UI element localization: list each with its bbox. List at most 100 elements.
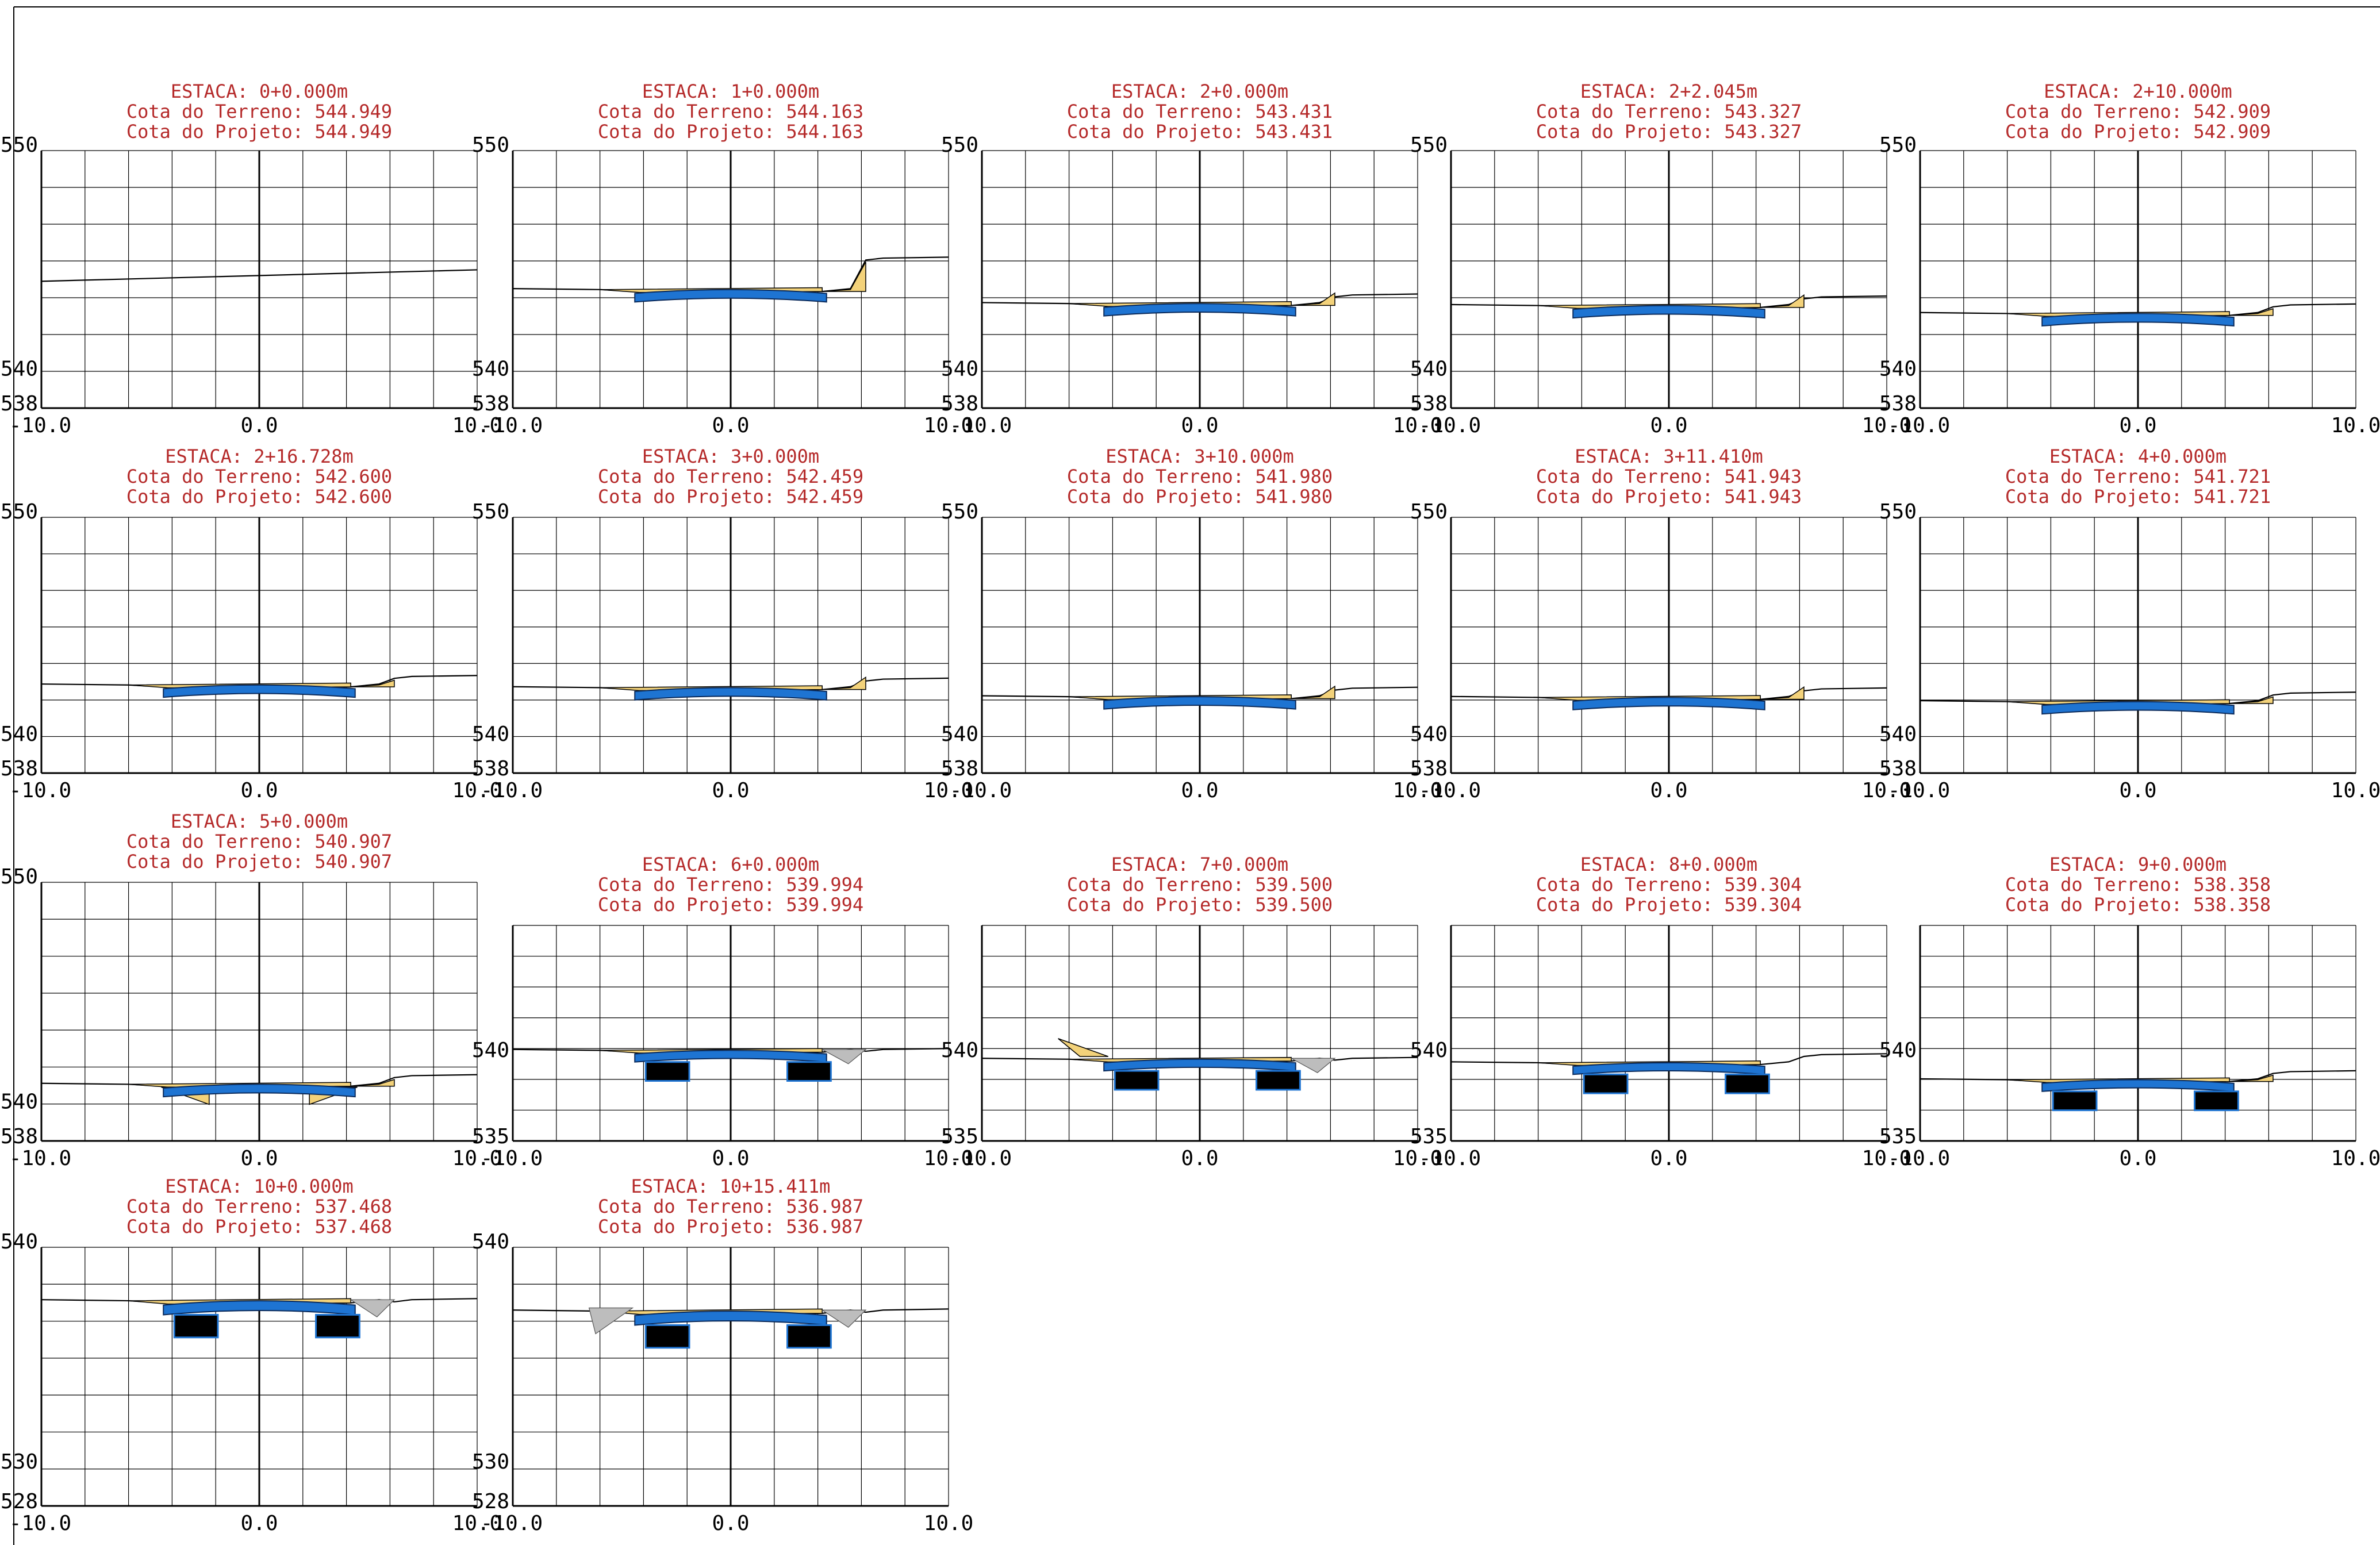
x-label-left: -10.0 [950,1147,1012,1170]
x-label-center: 0.0 [240,779,278,802]
estaca-label: ESTACA: 9+0.000m [2049,854,2227,875]
y-bottom-label: 535 [1410,1125,1448,1148]
cota-terreno-label: Cota do Terreno: 537.468 [126,1196,392,1217]
cota-projeto-label: Cota do Projeto: 544.163 [598,121,863,143]
cota-terreno-label: Cota do Terreno: 536.987 [598,1196,863,1217]
x-label-right: 10.0 [1862,414,1912,437]
right-fill [2229,1074,2274,1082]
y-mid-label: 540 [941,1039,978,1062]
estaca-label: ESTACA: 4+0.000m [2049,445,2227,467]
y-top-label: 540 [472,1230,509,1254]
drainage-box-left [1583,1073,1629,1094]
drainage-box-right [786,1061,832,1082]
drainage-box-left [1114,1070,1160,1091]
right-cut [350,1299,396,1317]
right-fill [351,1079,395,1087]
estaca-label: ESTACA: 3+10.000m [1105,445,1294,467]
estaca-label: ESTACA: 10+0.000m [165,1175,354,1197]
cota-terreno-label: Cota do Terreno: 539.994 [598,874,863,896]
pavement [1572,305,1765,319]
right-cut [822,1049,867,1064]
x-label-right: 10.0 [924,1512,974,1535]
x-label-center: 0.0 [1650,1147,1687,1170]
left-fill [1058,1038,1109,1057]
drainage-box-right [1256,1070,1301,1091]
y-top-label: 550 [472,500,509,524]
cota-terreno-label: Cota do Terreno: 538.358 [2005,874,2271,896]
y-bottom-label: 538 [1410,392,1448,416]
y-bottom-label: 538 [941,757,978,781]
y-mid-label: 540 [472,1039,509,1062]
drainage-box-right [1725,1073,1770,1094]
right-fill [822,262,866,292]
y-bottom-label: 538 [1879,392,1917,416]
y-bottom-label: 538 [1,392,38,416]
y-bottom-label: 538 [1,1125,38,1148]
cota-terreno-label: Cota do Terreno: 539.500 [1067,874,1333,896]
right-fill [1291,292,1335,306]
x-label-right: 10.0 [2331,414,2380,437]
y-mid-label: 540 [1,358,38,381]
pavement [163,1083,356,1098]
x-label-left: -10.0 [1419,1147,1481,1170]
y-mid-label: 540 [1879,722,1917,746]
cota-projeto-label: Cota do Projeto: 543.431 [1067,121,1333,143]
estaca-label: ESTACA: 1+0.000m [642,80,819,102]
x-label-left: -10.0 [1888,779,1950,802]
cota-projeto-label: Cota do Projeto: 539.304 [1536,894,1802,916]
x-label-center: 0.0 [712,1512,749,1535]
right-fill [822,676,866,690]
y-bottom-label: 535 [941,1125,978,1148]
y-bottom-label: 528 [472,1490,509,1513]
x-label-right: 10.0 [452,1147,502,1170]
y-top-label: 550 [1,133,38,157]
x-label-right: 10.0 [1862,1147,1912,1170]
cota-terreno-label: Cota do Terreno: 541.980 [1067,466,1333,487]
cota-terreno-label: Cota do Terreno: 542.459 [598,466,863,487]
x-label-right: 10.0 [1393,1147,1443,1170]
estaca-label: ESTACA: 2+10.000m [2044,80,2232,102]
x-label-center: 0.0 [2119,779,2156,802]
pavement [2041,701,2235,715]
y-mid-label: 530 [472,1450,509,1474]
cota-projeto-label: Cota do Projeto: 539.500 [1067,894,1333,916]
x-label-right: 10.0 [452,1512,502,1535]
y-top-label: 550 [1,865,38,889]
x-label-center: 0.0 [1181,1147,1218,1170]
x-label-right: 10.0 [452,779,502,802]
x-label-left: -10.0 [9,1147,71,1170]
estaca-label: ESTACA: 3+11.410m [1575,445,1763,467]
pavement [634,687,827,701]
right-fill [1291,685,1335,700]
x-label-center: 0.0 [1650,414,1687,437]
y-top-label: 550 [1410,133,1448,157]
y-mid-label: 540 [1410,722,1448,746]
y-bottom-label: 538 [941,392,978,416]
cota-projeto-label: Cota do Projeto: 543.327 [1536,121,1802,143]
pavement [2041,313,2235,327]
x-label-right: 10.0 [1393,414,1443,437]
estaca-label: ESTACA: 7+0.000m [1111,854,1288,875]
y-bottom-label: 538 [1879,757,1917,781]
x-label-center: 0.0 [712,1147,749,1170]
pavement [163,684,356,698]
estaca-label: ESTACA: 5+0.000m [171,810,348,832]
y-top-label: 550 [941,133,978,157]
estaca-label: ESTACA: 0+0.000m [171,80,348,102]
cota-terreno-label: Cota do Terreno: 542.909 [2005,101,2271,122]
cota-projeto-label: Cota do Projeto: 544.949 [126,121,392,143]
x-label-left: -10.0 [950,414,1012,437]
x-label-left: -10.0 [481,414,543,437]
x-label-right: 10.0 [924,1147,974,1170]
y-bottom-label: 535 [472,1125,509,1148]
cota-terreno-label: Cota do Terreno: 539.304 [1536,874,1802,896]
